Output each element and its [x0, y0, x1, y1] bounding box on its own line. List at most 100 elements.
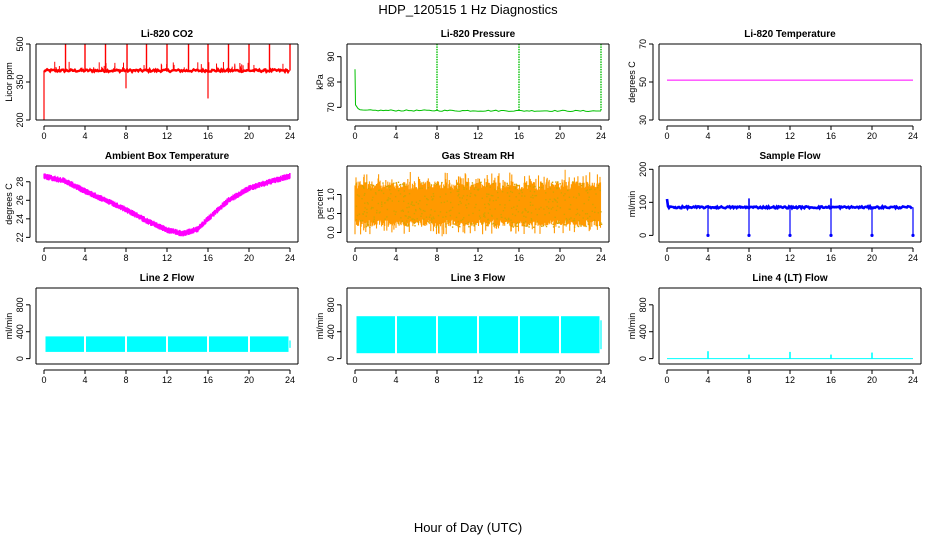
rh-point — [556, 205, 559, 207]
rh-point — [521, 191, 523, 194]
rh-point — [433, 195, 435, 197]
rh-point — [542, 225, 545, 227]
rh-point — [407, 217, 409, 219]
rh-band — [354, 172, 602, 235]
rh-point — [577, 225, 580, 228]
flow-block — [127, 336, 166, 352]
rh-point — [398, 200, 400, 202]
rh-point — [578, 194, 580, 196]
rh-point — [521, 195, 523, 197]
rh-point — [573, 226, 576, 228]
y-axis-label: degrees C — [627, 61, 637, 103]
rh-point — [523, 215, 525, 217]
rh-point — [584, 213, 587, 215]
rh-point — [430, 184, 433, 186]
y-tick-label: 800 — [15, 297, 25, 312]
rh-point — [600, 223, 603, 225]
rh-point — [420, 215, 422, 217]
panel-title: Gas Stream RH — [442, 151, 515, 162]
rh-point — [430, 208, 432, 211]
rh-point — [367, 203, 369, 205]
rh-point — [405, 223, 407, 225]
rh-point — [546, 206, 548, 208]
x-tick-label: 0 — [352, 375, 357, 385]
rh-point — [582, 183, 584, 185]
rh-point — [372, 207, 374, 209]
rh-point — [479, 217, 482, 219]
panel-title: Li-820 Temperature — [744, 29, 836, 40]
rh-point — [501, 216, 503, 219]
panel-temperature: Li-820 Temperature 0 4 8 12 16 20 24 30 50 70 degre… — [627, 29, 922, 141]
rh-point — [430, 196, 433, 198]
rh-point — [516, 184, 518, 186]
rh-point — [545, 225, 548, 228]
rh-point — [555, 209, 558, 212]
rh-point — [582, 217, 584, 219]
rh-point — [526, 185, 528, 187]
rh-point — [466, 199, 468, 201]
rh-point — [569, 204, 572, 206]
rh-point — [505, 218, 508, 221]
x-tick-label: 24 — [285, 131, 295, 141]
rh-point — [475, 223, 477, 225]
rh-point — [567, 189, 569, 192]
x-tick-label: 20 — [244, 375, 254, 385]
rh-point — [521, 212, 523, 214]
rh-point — [514, 214, 517, 217]
y-tick-label: 200 — [638, 162, 648, 177]
rh-point — [386, 208, 389, 211]
rh-point — [563, 213, 566, 216]
rh-point — [597, 212, 599, 214]
y-tick-label: 22 — [15, 232, 25, 242]
rh-point — [404, 195, 406, 197]
rh-point — [495, 199, 497, 201]
rh-point — [459, 226, 461, 228]
rh-point — [361, 198, 363, 200]
rh-point — [409, 216, 411, 218]
rh-point — [470, 223, 472, 225]
rh-point — [365, 215, 367, 217]
rh-point — [523, 222, 525, 224]
y-tick-label: 0.5 — [326, 207, 336, 220]
rh-point — [468, 214, 470, 216]
rh-point — [492, 200, 495, 202]
sample-drop-point — [706, 233, 710, 237]
x-tick-label: 24 — [908, 131, 918, 141]
rh-point — [449, 188, 452, 190]
rh-point — [386, 185, 388, 188]
x-tick-label: 12 — [162, 131, 172, 141]
rh-point — [524, 220, 527, 223]
rh-point — [471, 184, 474, 187]
rh-point — [600, 211, 602, 213]
rh-point — [495, 224, 497, 226]
rh-point — [478, 209, 481, 211]
rh-point — [410, 203, 412, 205]
rh-point — [355, 219, 358, 221]
rh-point — [524, 209, 526, 211]
y-tick-label: 70 — [638, 39, 648, 49]
flow-block — [561, 316, 600, 354]
flow-block — [520, 316, 559, 354]
rh-point — [514, 224, 517, 226]
data-series-pressure — [354, 44, 602, 113]
rh-point — [356, 194, 359, 196]
rh-point — [492, 222, 495, 225]
rh-point — [483, 214, 486, 217]
y-axis-label: ml/min — [4, 313, 14, 340]
rh-point — [573, 220, 576, 222]
rh-point — [394, 195, 397, 198]
rh-point — [373, 218, 375, 220]
x-tick-label: 0 — [664, 253, 669, 263]
rh-point — [466, 184, 468, 186]
rh-point — [370, 184, 372, 186]
rh-point — [488, 221, 490, 224]
rh-point — [532, 186, 535, 188]
rh-point — [400, 210, 403, 212]
rh-point — [419, 187, 421, 190]
y-tick-label: 0.0 — [326, 226, 336, 239]
rh-point — [589, 215, 591, 218]
rh-point — [524, 195, 526, 197]
